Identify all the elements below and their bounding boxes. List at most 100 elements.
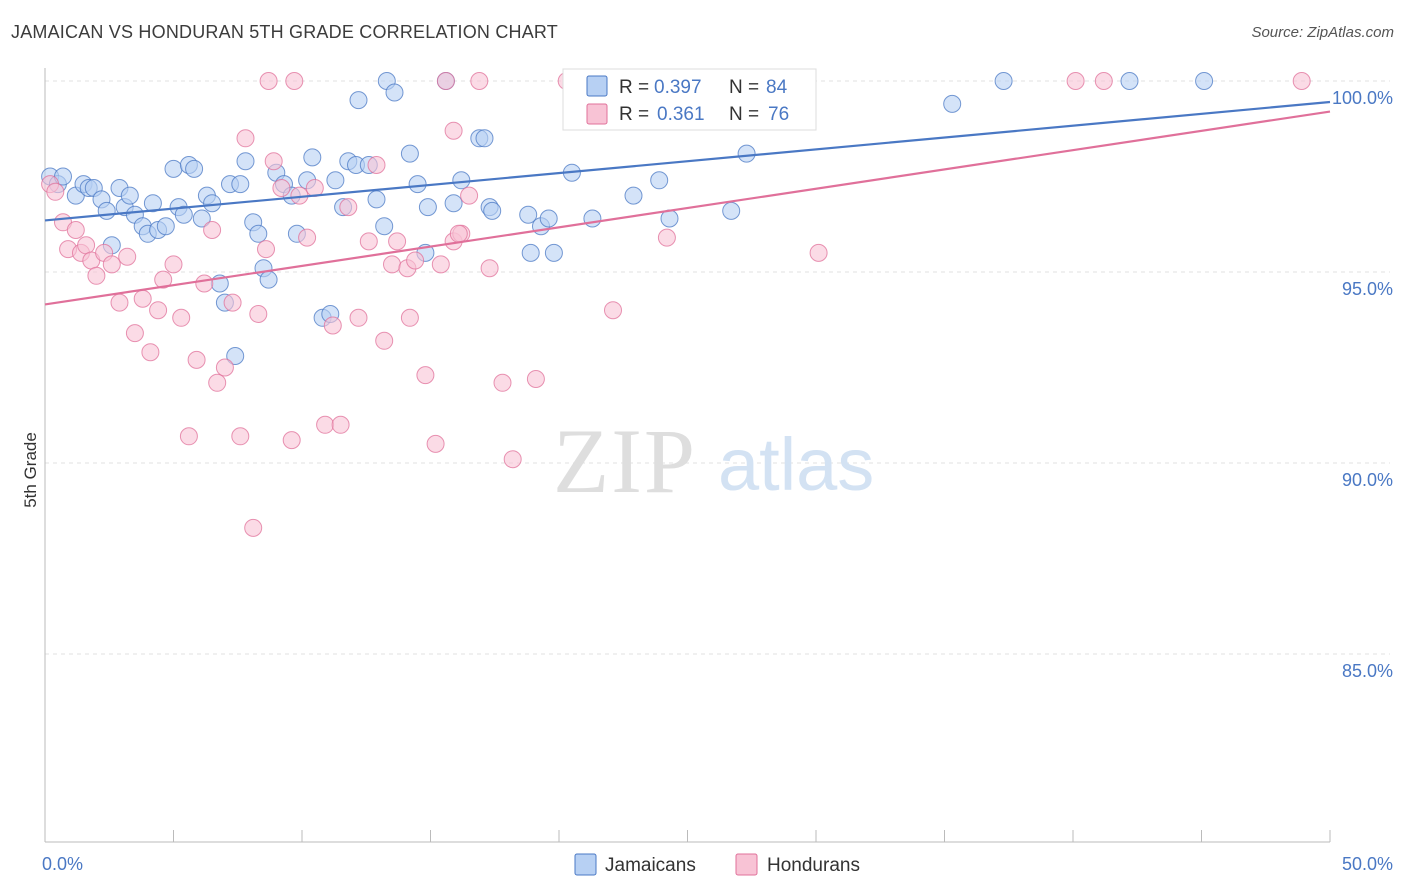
jamaicans-point [519, 205, 538, 224]
legend-swatch-hondurans [586, 103, 608, 125]
hondurans-point [339, 198, 358, 217]
jamaicans-point [624, 186, 643, 205]
hondurans-point [133, 289, 152, 308]
hondurans-point [141, 343, 160, 362]
hondurans-point [179, 427, 198, 446]
hondurans-point [416, 366, 435, 385]
hondurans-point [526, 370, 545, 388]
hondurans-point [282, 431, 301, 450]
jamaicans-point [539, 209, 558, 228]
hondurans-points [41, 72, 1311, 537]
jamaicans-point [164, 159, 183, 178]
jamaicans-point [650, 171, 669, 190]
hondurans-point [470, 72, 489, 90]
hondurans-point [503, 450, 522, 469]
legend-n-value-hondurans: 76 [768, 104, 789, 125]
hondurans-point [154, 270, 173, 289]
jamaicans-point [203, 194, 222, 213]
y-tick-label: 85.0% [1342, 661, 1393, 681]
x-tick-label: 0.0% [42, 854, 83, 874]
y-tick-label: 90.0% [1342, 470, 1393, 490]
jamaicans-point [544, 243, 563, 262]
jamaicans-point [349, 91, 368, 110]
hondurans-point [149, 301, 168, 320]
legend-r-label-jamaicans: R = [619, 77, 649, 98]
jamaicans-point [737, 144, 756, 163]
jamaicans-point [249, 224, 268, 243]
jamaicans-point [444, 194, 463, 213]
stats-legend: R = 0.397 N = 84 R = 0.361 N = 76 [562, 68, 817, 131]
jamaicans-point [452, 171, 471, 190]
jamaicans-point [326, 171, 345, 190]
hondurans-point [46, 182, 65, 201]
jamaicans-point [303, 148, 322, 167]
hondurans-point [426, 434, 445, 453]
legend-r-value-jamaicans: 0.397 [654, 77, 702, 98]
jamaicans-point [120, 186, 139, 205]
hondurans-point [359, 232, 378, 251]
hondurans-point [264, 152, 283, 171]
bottom-legend-label-jamaicans: Jamaicans [605, 855, 696, 876]
jamaicans-trend-line [44, 100, 1331, 222]
hondurans-point [164, 255, 183, 274]
jamaicans-point [994, 72, 1013, 90]
hondurans-point [298, 228, 317, 247]
hondurans-point [187, 350, 206, 369]
hondurans-point [236, 129, 255, 148]
source-label: Source: ZipAtlas.com [1251, 24, 1394, 41]
hondurans-point [259, 72, 278, 90]
jamaicans-point [231, 175, 250, 194]
hondurans-point [349, 308, 368, 327]
bottom-legend-swatch-jamaicans [574, 853, 597, 876]
hondurans-point [1292, 72, 1311, 90]
chart-title: JAMAICAN VS HONDURAN 5TH GRADE CORRELATI… [11, 22, 558, 42]
legend-n-label-hondurans: N = [729, 104, 759, 125]
hondurans-trend-line [44, 110, 1331, 306]
hondurans-point [102, 255, 121, 274]
hondurans-point [449, 224, 468, 243]
hondurans-point [272, 179, 291, 197]
hondurans-point [244, 518, 263, 537]
jamaicans-point [174, 205, 193, 224]
hondurans-point [125, 324, 144, 343]
y-axis-label: 5th Grade [21, 432, 40, 508]
hondurans-point [444, 121, 463, 140]
jamaicans-point [143, 194, 162, 213]
x-tick-label: 50.0% [1342, 854, 1393, 874]
hondurans-point [87, 266, 106, 285]
jamaicans-point [1195, 72, 1214, 90]
jamaicans-point [236, 152, 255, 171]
hondurans-point [203, 221, 222, 239]
hondurans-point [208, 373, 227, 392]
jamaicans-point [483, 201, 502, 220]
jamaicans-point [375, 217, 394, 236]
hondurans-point [316, 415, 335, 434]
hondurans-point [195, 274, 214, 293]
jamaicans-point [226, 347, 245, 365]
jamaicans-point [97, 201, 116, 220]
hondurans-point [367, 156, 386, 174]
legend-n-value-jamaicans: 84 [766, 77, 788, 98]
watermark-atlas: atlas [718, 423, 874, 506]
hondurans-point [172, 308, 191, 327]
jamaicans-point [185, 159, 204, 178]
legend-r-label-hondurans: R = [619, 104, 649, 125]
axes [44, 68, 1331, 843]
hondurans-point [66, 221, 85, 239]
watermark: ZIP atlas [553, 410, 874, 512]
hondurans-point [1094, 72, 1113, 90]
hondurans-point [406, 251, 425, 270]
hondurans-point [431, 255, 450, 274]
hondurans-point [493, 373, 512, 392]
legend-swatch-jamaicans [586, 75, 608, 97]
jamaicans-point [385, 83, 404, 102]
jamaicans-point [259, 270, 278, 289]
jamaicans-point [367, 190, 386, 209]
jamaicans-point [418, 198, 437, 217]
hondurans-point [436, 72, 455, 90]
bottom-legend-swatch-hondurans [735, 853, 758, 876]
jamaicans-point [521, 243, 540, 262]
bottom-legend-label-hondurans: Hondurans [767, 855, 860, 876]
trend-lines [44, 100, 1331, 306]
